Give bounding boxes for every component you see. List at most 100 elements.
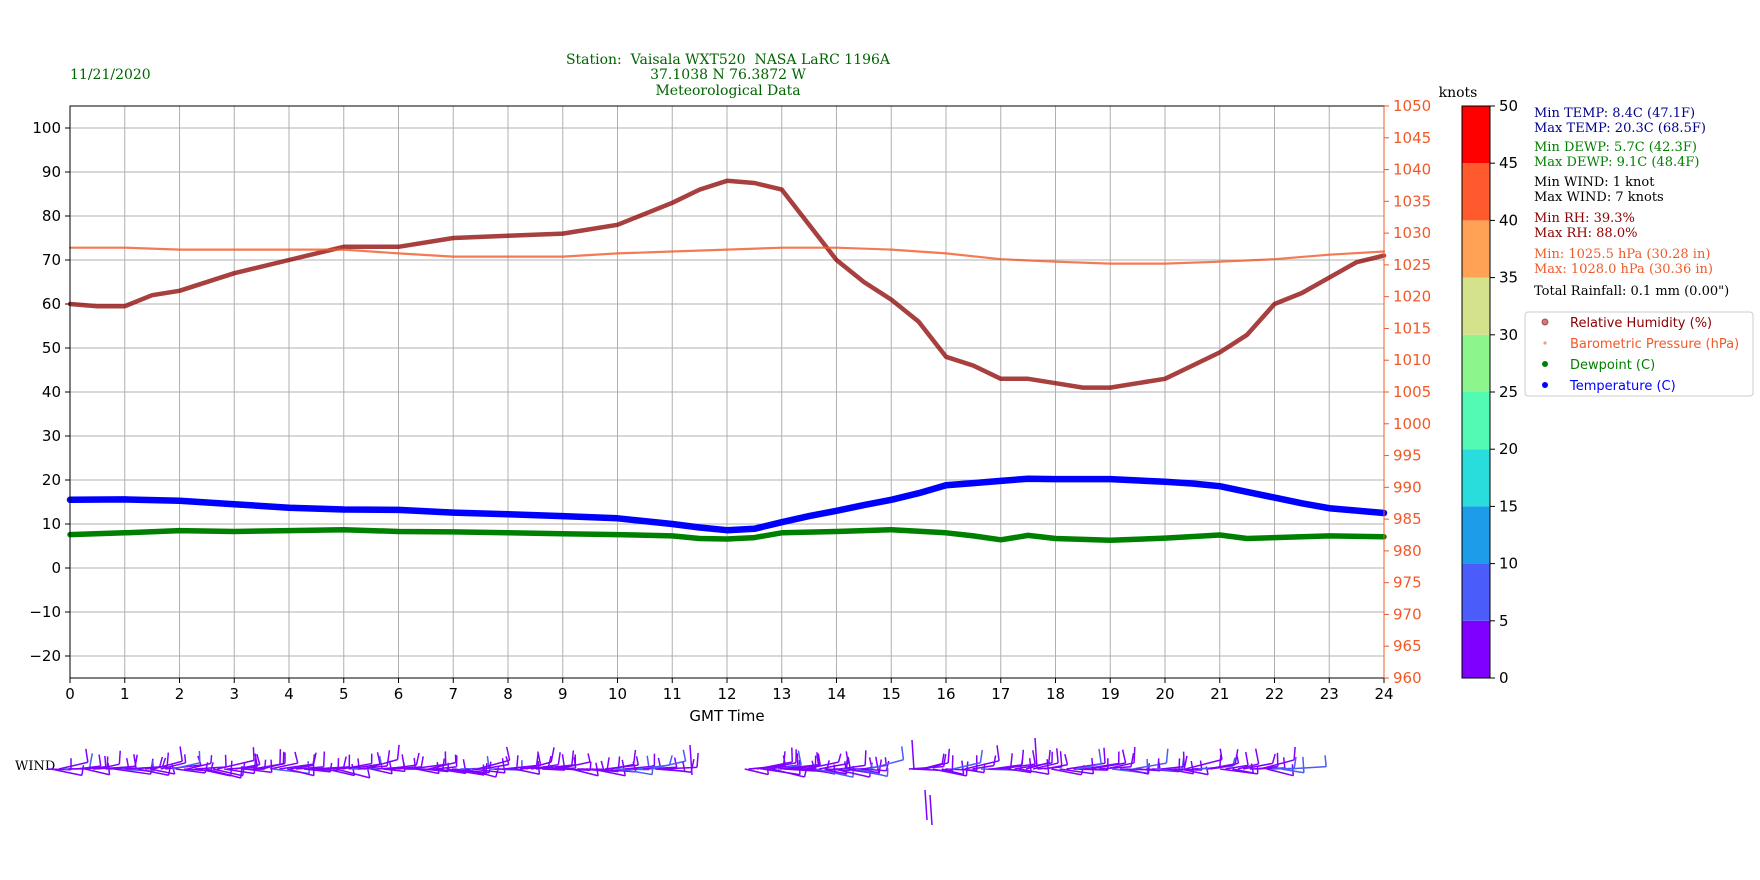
max-pressure-stat: Max: 1028.0 hPa (30.36 in) — [1534, 262, 1713, 277]
wind-barb-flag-2-19 — [1056, 748, 1059, 764]
right-tick-label-1: 965 — [1393, 637, 1422, 655]
wind-barb-flag-0-85 — [557, 752, 561, 765]
wind-barb-isolated-4 — [929, 794, 933, 826]
wind-barb-flag-2-3 — [947, 748, 951, 763]
wind-barb-0-76 — [477, 759, 510, 770]
wind-barb-0-99 — [610, 763, 634, 770]
right-tick-label-7: 995 — [1393, 447, 1422, 465]
colorbar-tick-label-2: 10 — [1499, 555, 1518, 573]
wind-barb-flag-3-23 — [1293, 756, 1297, 769]
wind-barb-0-7 — [84, 768, 110, 776]
wind-barb-0-51 — [335, 768, 370, 779]
wind-barb-0-64 — [410, 763, 446, 770]
x-tick-label-13: 13 — [772, 685, 791, 703]
wind-barb-flag-1-24 — [864, 750, 867, 766]
right-axis-ticks: 960 965 970 975 980 985 990 995 1000 1005 1010 1015… — [1384, 97, 1431, 687]
max-rh-stat: Max RH: 88.0% — [1534, 226, 1637, 241]
wind-barb-0-49 — [326, 768, 355, 777]
wind-barb-2-19 — [1032, 762, 1059, 770]
wind-barb-0-42 — [287, 768, 315, 777]
wind-barb-flag-3-10 — [1219, 754, 1222, 768]
x-tick-label-19: 19 — [1101, 685, 1120, 703]
right-tick-label-17: 1045 — [1393, 129, 1431, 147]
x-axis-ticks: 0 1 2 3 4 5 6 7 8 9 10 11 12 13 14 15 16 17 18 19 20 21 22 23 24 — [65, 678, 1394, 703]
wind-barb-flag-2-30 — [1133, 747, 1136, 763]
wind-barb-flag-0-24 — [210, 762, 214, 772]
right-tick-label-11: 1015 — [1393, 319, 1431, 337]
wind-barb-flag-0-57 — [388, 760, 393, 774]
wind-barb-2-13 — [991, 764, 1023, 770]
left-tick-label-10: 80 — [42, 207, 61, 225]
wind-barb-3-16 — [1232, 768, 1254, 774]
wind-barb-flag-0-81 — [535, 753, 539, 767]
wind-barb-flag-0-15 — [161, 757, 167, 767]
colorbar-segment-4 — [1462, 392, 1490, 450]
x-tick-label-11: 11 — [663, 685, 682, 703]
colorbar-segment-3 — [1462, 449, 1490, 507]
wind-barb-0-87 — [542, 768, 565, 771]
wind-barb-flag-0-62 — [420, 756, 424, 767]
colorbar-tick-label-4: 20 — [1499, 440, 1518, 458]
wind-barb-0-102 — [624, 765, 655, 770]
wind-barb-flag-3-25 — [1324, 755, 1327, 767]
wind-barb-2-5 — [941, 768, 964, 776]
wind-barb-flag-3-22 — [1291, 764, 1295, 776]
wind-barb-3-7 — [1174, 768, 1202, 771]
wind-barb-0-23 — [175, 768, 206, 774]
wind-barb-0-85 — [530, 764, 559, 770]
wind-barb-flag-0-55 — [386, 750, 391, 767]
right-tick-label-3: 975 — [1393, 574, 1422, 592]
wind-barb-flag-3-9 — [1219, 748, 1223, 760]
stats-panel: Min TEMP: 8.4C (47.1F) Max TEMP: 20.3C (… — [1534, 106, 1729, 299]
wind-barb-flag-0-6 — [104, 755, 107, 767]
wind-barb-0-18 — [149, 768, 175, 775]
x-tick-label-17: 17 — [991, 685, 1010, 703]
wind-barb-flag-0-43 — [312, 752, 317, 766]
wind-barb-flag-0-90 — [587, 753, 591, 763]
x-tick-label-6: 6 — [394, 685, 404, 703]
wind-barb-flag-0-93 — [600, 760, 605, 770]
wind-barb-flag-2-9 — [996, 745, 1000, 761]
wind-barb-isolated-3 — [924, 789, 928, 821]
wind-barb-2-2 — [921, 762, 943, 770]
right-tick-label-14: 1030 — [1393, 224, 1431, 242]
wind-barb-flag-0-17 — [166, 752, 170, 767]
colorbar-tick-label-1: 5 — [1499, 612, 1509, 630]
wind-barb-flag-0-106 — [682, 749, 687, 762]
wind-barb-0-74 — [465, 768, 497, 778]
min-dewp-stat: Min DEWP: 5.7C (42.3F) — [1534, 140, 1697, 155]
wind-barb-flag-0-61 — [413, 757, 416, 768]
min-temp-stat: Min TEMP: 8.4C (47.1F) — [1534, 106, 1695, 121]
wind-barb-0-31 — [224, 768, 255, 775]
left-tick-label-0: −20 — [29, 647, 61, 665]
wind-barb-0-16 — [137, 768, 169, 776]
wind-barb-2-21 — [1044, 764, 1068, 770]
wind-barb-2-29 — [1098, 766, 1132, 770]
wind-barb-1-18 — [815, 768, 854, 778]
x-tick-label-10: 10 — [608, 685, 627, 703]
wind-barb-flag-0-14 — [158, 756, 164, 768]
wind-barb-0-45 — [303, 768, 331, 773]
wind-barb-flag-3-13 — [1234, 749, 1239, 765]
wind-barb-flag-0-77 — [505, 756, 510, 765]
x-axis-label: GMT Time — [689, 707, 764, 725]
wind-barb-flag-0-19 — [179, 746, 183, 762]
wind-barb-0-92 — [570, 768, 599, 777]
wind-barb-flag-0-86 — [571, 750, 575, 766]
wind-barb-2-10 — [972, 764, 994, 770]
x-tick-label-4: 4 — [284, 685, 294, 703]
wind-barb-flag-1-29 — [885, 760, 890, 771]
wind-barb-1-28 — [855, 768, 888, 778]
left-axis-ticks: −20 −10 0 10 20 30 40 50 60 70 80 90 100 — [29, 119, 70, 665]
wind-barb-flag-2-21 — [1064, 754, 1069, 765]
legend-label-pressure: Barometric Pressure (hPa) — [1570, 337, 1739, 352]
wind-barb-flag-0-11 — [133, 754, 137, 769]
series-line-temperature — [66, 475, 1388, 534]
wind-barb-1-20 — [824, 768, 847, 776]
wind-barb-3-17 — [1237, 763, 1259, 770]
wind-barb-1-31 — [868, 759, 904, 770]
x-tick-label-8: 8 — [503, 685, 513, 703]
wind-barb-0-25 — [187, 762, 212, 770]
wind-barb-flag-1-12 — [816, 752, 820, 766]
